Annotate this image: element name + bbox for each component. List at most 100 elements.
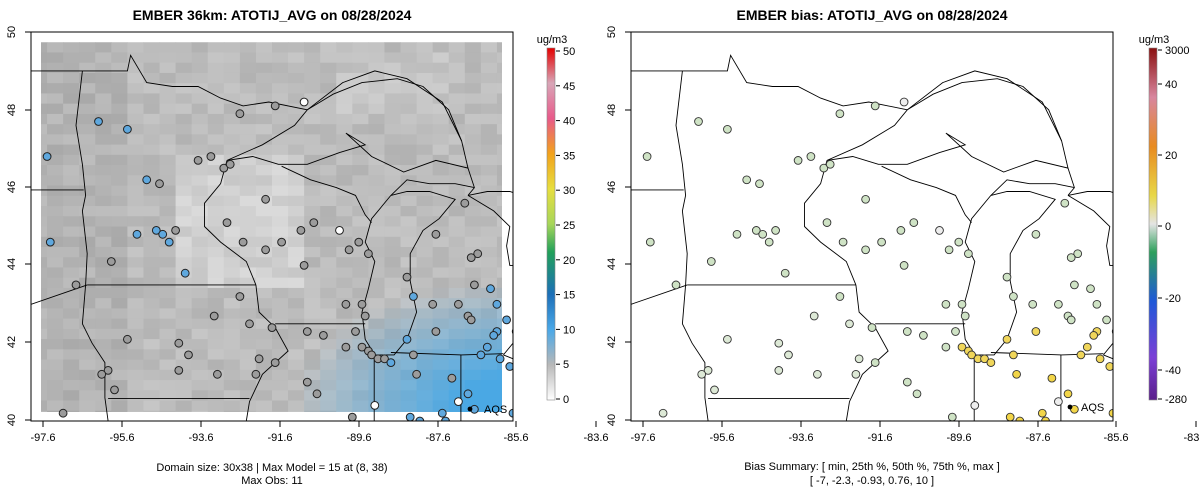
- model-cell: [47, 42, 64, 53]
- model-cell: [368, 277, 385, 289]
- boundary-line: [631, 54, 908, 111]
- model-cell: [416, 298, 434, 309]
- model-cell: [352, 308, 369, 320]
- model-cell: [143, 298, 161, 309]
- model-cell: [320, 246, 337, 258]
- model-cell: [464, 216, 482, 227]
- model-cell: [352, 390, 369, 402]
- model-cell: [352, 287, 369, 299]
- model-cell: [352, 72, 369, 84]
- model-cell: [79, 113, 96, 125]
- model-cell: [304, 206, 321, 217]
- boundary-line: [1116, 304, 1139, 343]
- model-cell: [480, 83, 498, 94]
- model-cell: [239, 175, 257, 187]
- model-cell: [384, 277, 402, 289]
- bias-site-marker: [957, 299, 967, 309]
- model-cell: [336, 165, 353, 176]
- model-cell: [95, 318, 112, 330]
- colorbar-tick-label: 50: [563, 46, 575, 58]
- model-cell: [63, 32, 80, 43]
- site-marker: [492, 299, 502, 309]
- site-marker: [386, 358, 396, 368]
- bias-site-marker: [838, 237, 848, 247]
- y-tick-label: 46: [606, 181, 618, 193]
- model-cell: [400, 226, 418, 238]
- model-cell: [352, 165, 369, 176]
- model-cell: [207, 246, 225, 258]
- model-cell: [175, 52, 193, 64]
- model-cell: [239, 165, 257, 176]
- model-cell: [480, 103, 498, 115]
- model-cell: [191, 42, 209, 53]
- bias-site-marker: [957, 342, 967, 352]
- model-cell: [352, 144, 369, 156]
- model-cell: [143, 144, 161, 156]
- model-cell: [207, 175, 225, 187]
- model-cell: [223, 298, 241, 309]
- model-cell: [464, 42, 482, 53]
- model-cell: [304, 390, 321, 402]
- model-cell: [448, 226, 466, 238]
- model-cell: [384, 400, 402, 412]
- site-marker: [299, 261, 309, 270]
- model-cell: [79, 267, 96, 279]
- model-cell: [191, 257, 209, 268]
- model-cell: [143, 339, 161, 350]
- model-cell: [207, 267, 225, 279]
- model-cell: [207, 83, 225, 94]
- model-cell: [304, 72, 321, 84]
- model-cell: [47, 62, 64, 74]
- model-cell: [127, 175, 144, 187]
- site-marker: [238, 237, 248, 247]
- model-cell: [79, 185, 96, 197]
- model-cell: [432, 236, 450, 248]
- bias-site-marker: [1031, 327, 1041, 336]
- bias-site-marker: [854, 354, 864, 364]
- site-marker: [270, 101, 280, 111]
- model-cell: [400, 298, 418, 309]
- model-cell: [416, 328, 434, 340]
- left-map-panel: EMBER 36km: ATOTIJ_AVG on 08/28/2024 -97…: [6, 7, 609, 487]
- site-marker: [299, 97, 309, 107]
- model-cell: [400, 195, 418, 207]
- model-cell: [127, 165, 144, 176]
- model-cell: [191, 62, 209, 74]
- model-cell: [464, 246, 482, 258]
- model-cell: [400, 206, 418, 217]
- model-cell: [63, 349, 80, 361]
- model-cell: [239, 206, 257, 217]
- boundary-line: [881, 165, 972, 223]
- model-cell: [223, 267, 241, 279]
- site-marker: [341, 342, 351, 352]
- colorbar-tick-label: 40: [563, 116, 575, 128]
- model-cell: [127, 144, 144, 156]
- model-cell: [288, 144, 305, 156]
- model-cell: [288, 349, 305, 361]
- model-cell: [432, 298, 450, 309]
- model-cell: [432, 113, 450, 125]
- model-cell: [368, 257, 385, 268]
- model-cell: [448, 277, 466, 289]
- model-cell: [111, 277, 128, 289]
- bias-site-marker: [1002, 272, 1012, 282]
- model-cell: [352, 103, 369, 115]
- model-cell: [352, 257, 369, 268]
- model-cell: [159, 226, 177, 238]
- left-title: EMBER 36km: ATOTIJ_AVG on 08/28/2024: [133, 7, 412, 23]
- right-map-panel: EMBER bias: ATOTIJ_AVG on 08/28/2024 -97…: [606, 7, 1200, 487]
- model-cell: [272, 369, 289, 381]
- model-cell: [239, 42, 257, 53]
- model-cell: [239, 144, 257, 156]
- model-cell: [432, 103, 450, 115]
- model-cell: [95, 390, 112, 402]
- model-cell: [448, 42, 466, 53]
- model-cell: [480, 318, 498, 330]
- site-marker: [123, 124, 132, 134]
- model-cell: [368, 359, 385, 371]
- model-cell: [384, 246, 402, 258]
- model-cell: [95, 257, 112, 268]
- model-cell: [223, 257, 241, 268]
- model-cell: [416, 185, 434, 197]
- model-cell: [111, 206, 128, 217]
